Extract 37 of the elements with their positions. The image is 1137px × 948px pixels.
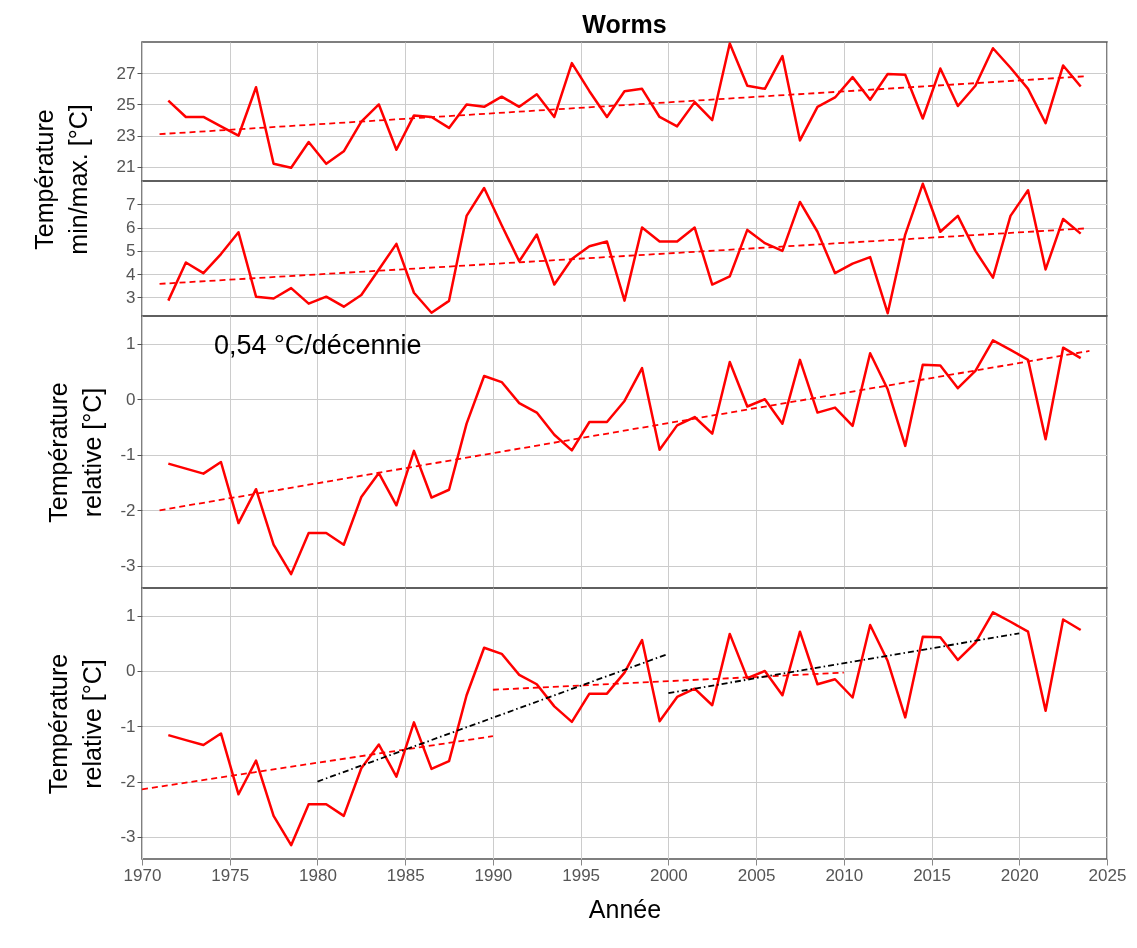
y-tick-label: 25 bbox=[116, 94, 136, 114]
x-tick-label: 2025 bbox=[1088, 865, 1127, 885]
x-tick-label: 1995 bbox=[562, 865, 601, 885]
x-tick-label: 2015 bbox=[913, 865, 951, 885]
y-axis-title: Température min/max. [°C] bbox=[29, 104, 92, 255]
y-tick-label: -2 bbox=[120, 500, 136, 520]
y-tick-label: -1 bbox=[120, 716, 136, 736]
y-tick-label: 21 bbox=[116, 157, 136, 177]
y-tick-label: -2 bbox=[120, 772, 136, 792]
x-tick-label: 1970 bbox=[123, 865, 162, 885]
y-tick-label: 4 bbox=[126, 264, 136, 284]
y-tick-label: 7 bbox=[126, 194, 136, 214]
x-axis-title: Année bbox=[588, 894, 662, 923]
y-tick-label: 1 bbox=[126, 334, 136, 354]
annotation: 0,54 °C/décennie bbox=[214, 330, 422, 360]
y-tick-label: -1 bbox=[120, 445, 136, 465]
x-tick-label: 2020 bbox=[1000, 865, 1039, 885]
x-tick-label: 2010 bbox=[825, 865, 864, 885]
x-tick-label: 1975 bbox=[211, 865, 250, 885]
y-axis-title: Température relative [°C] bbox=[44, 382, 107, 523]
x-tick-label: 2005 bbox=[737, 865, 776, 885]
y-tick-label: 27 bbox=[116, 63, 136, 83]
x-tick-label: 2000 bbox=[649, 865, 688, 885]
y-tick-label: 1 bbox=[126, 606, 136, 626]
y-tick-label: 0 bbox=[126, 389, 136, 409]
y-tick-label: 23 bbox=[116, 126, 136, 146]
y-tick-label: 0 bbox=[126, 661, 136, 681]
x-tick-label: 1980 bbox=[299, 865, 337, 885]
x-tick-label: 1985 bbox=[386, 865, 425, 885]
y-tick-label: 6 bbox=[126, 218, 136, 238]
y-axis-title: Température relative [°C] bbox=[44, 653, 107, 795]
y-tick-label: 3 bbox=[126, 287, 136, 307]
y-tick-label: 5 bbox=[126, 241, 136, 261]
chart-title: Worms bbox=[582, 10, 667, 38]
y-tick-label: -3 bbox=[120, 827, 136, 847]
y-tick-label: -3 bbox=[120, 556, 136, 576]
x-tick-label: 1990 bbox=[474, 865, 513, 885]
